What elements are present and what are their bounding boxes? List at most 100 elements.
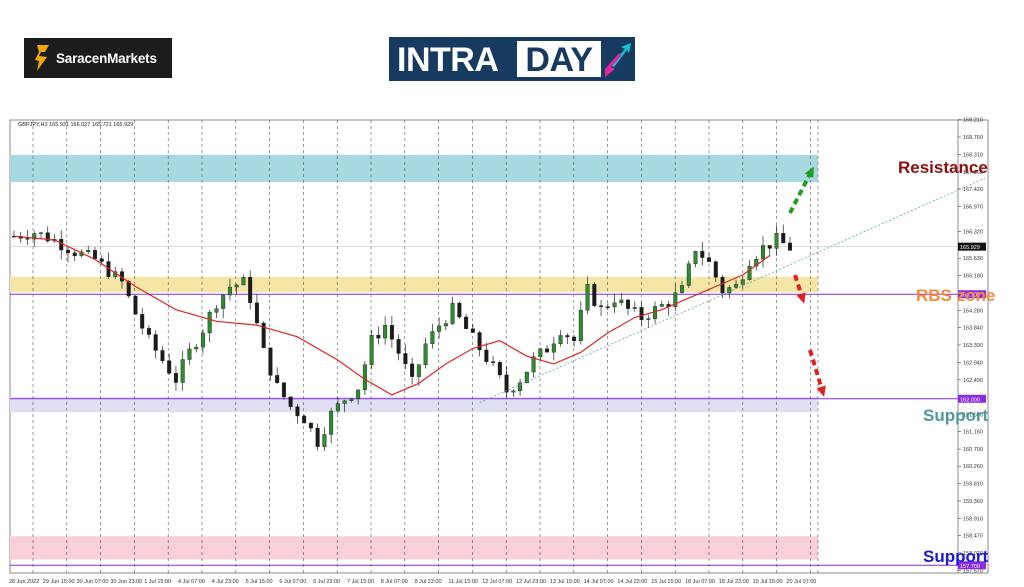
x-tick-label: 13 Jul 15:00 (550, 579, 580, 585)
candle-body (511, 390, 516, 393)
brand-name: SaracenMarkets (56, 50, 157, 66)
candle-body (639, 307, 644, 320)
x-tick-label: 14 Jul 07:00 (584, 579, 614, 585)
candle-body (254, 302, 259, 324)
candle-body (605, 306, 610, 308)
candle-body (396, 339, 401, 354)
y-tick-label: 165.180 (963, 274, 983, 280)
bearish-projection-arrow-head (796, 292, 806, 304)
candle-body (180, 359, 185, 383)
y-tick-label: 162.490 (963, 378, 983, 384)
y-tick-label: 161.150 (963, 430, 983, 436)
candle-body (234, 284, 239, 288)
candle-body (470, 328, 475, 333)
candle-body (383, 325, 388, 339)
bearish-projection-arrow (808, 349, 825, 394)
y-tick-label: 167.420 (963, 187, 983, 193)
x-tick-label: 8 Jul 07:00 (381, 579, 408, 585)
candle-body (315, 427, 320, 447)
y-tick-label: 159.810 (963, 482, 983, 488)
level-price-label: 162.000 (960, 397, 980, 403)
x-tick-label: 15 Jul 15:00 (651, 579, 681, 585)
candle-body (767, 245, 772, 249)
candle-body (626, 299, 631, 309)
candle-body (221, 294, 226, 309)
candle-body (720, 277, 725, 294)
intraday-logo: INTRA DAY (389, 37, 635, 81)
current-price-label: 165.929 (960, 245, 980, 251)
candle-body (788, 242, 793, 251)
logo-text-intra: INTRA (397, 41, 499, 79)
candle-body (153, 334, 158, 351)
candle-body (275, 375, 280, 383)
moving-average-line (13, 235, 771, 396)
candle-body (497, 362, 502, 376)
y-tick-label: 166.970 (963, 204, 983, 210)
candle-body (558, 335, 563, 345)
x-tick-label: 8 Jul 23:00 (415, 579, 442, 585)
candle-body (295, 406, 300, 417)
y-tick-label: 164.280 (963, 308, 983, 314)
candle-body (599, 305, 604, 307)
y-tick-label: 158.910 (963, 516, 983, 522)
support-zone (10, 396, 818, 413)
candle-body (160, 350, 165, 361)
candle-body (700, 251, 705, 258)
resistance-zone (10, 154, 818, 182)
y-tick-label: 162.940 (963, 360, 983, 366)
y-tick-label: 163.390 (963, 343, 983, 349)
x-tick-label: 29 Jun 15:00 (43, 579, 75, 585)
resistance-label: Resistance (898, 158, 988, 177)
candle-body (389, 325, 394, 340)
x-tick-label: 18 Jul 23:00 (719, 579, 749, 585)
candle-body (774, 233, 779, 249)
candle-body (45, 232, 50, 242)
candle-body (261, 322, 266, 349)
candle-body (227, 286, 232, 296)
x-tick-label: 30 Jun 07:00 (77, 579, 109, 585)
candle-body (167, 360, 172, 374)
candle-body (585, 284, 590, 311)
candle-body (140, 314, 145, 329)
candle-body (241, 277, 246, 286)
candle-body (572, 336, 577, 341)
y-tick-label: 169.210 (963, 118, 983, 124)
y-tick-label: 168.760 (963, 135, 983, 141)
x-tick-label: 14 Jul 23:00 (617, 579, 647, 585)
x-tick-label: 6 Jul 07:00 (279, 579, 306, 585)
candle-body (484, 349, 489, 362)
candle-body (619, 299, 624, 303)
candle-body (72, 252, 77, 257)
candle-body (531, 356, 536, 373)
candle-body (288, 396, 293, 407)
candle-body (194, 346, 199, 350)
bullish-projection-arrow-head (804, 166, 814, 178)
y-tick-label: 165.630 (963, 256, 983, 262)
candle-body (362, 364, 367, 391)
support-lower-label: Support (923, 547, 989, 566)
y-tick-label: 157.570 (963, 568, 983, 574)
candle-body (133, 295, 138, 315)
rbs-zone (10, 276, 818, 293)
candle-body (646, 318, 651, 320)
level-price-tag (958, 290, 986, 299)
chart-title: GBPJPY,H1 165.931 166.027 165.721 165.92… (18, 122, 133, 128)
candle-body (86, 250, 91, 253)
candle-body (126, 281, 131, 297)
candle-body (200, 332, 205, 348)
current-price-tag (958, 242, 986, 251)
y-tick-label: 159.360 (963, 499, 983, 505)
candle-body (464, 316, 469, 329)
candle-body (491, 361, 496, 363)
rbs-zone-label: RBS zone (916, 286, 996, 305)
candle-body (693, 251, 698, 265)
candle-body (686, 263, 691, 286)
x-tick-label: 1 Jul 15:00 (144, 579, 171, 585)
candle-body (551, 343, 556, 353)
candle-body (545, 348, 550, 353)
x-tick-label: 5 Jul 15:00 (246, 579, 273, 585)
y-tick-label: 161.600 (963, 412, 983, 418)
candle-body (403, 353, 408, 365)
candle-body (376, 334, 381, 339)
y-tick-label: 166.320 (963, 230, 983, 236)
